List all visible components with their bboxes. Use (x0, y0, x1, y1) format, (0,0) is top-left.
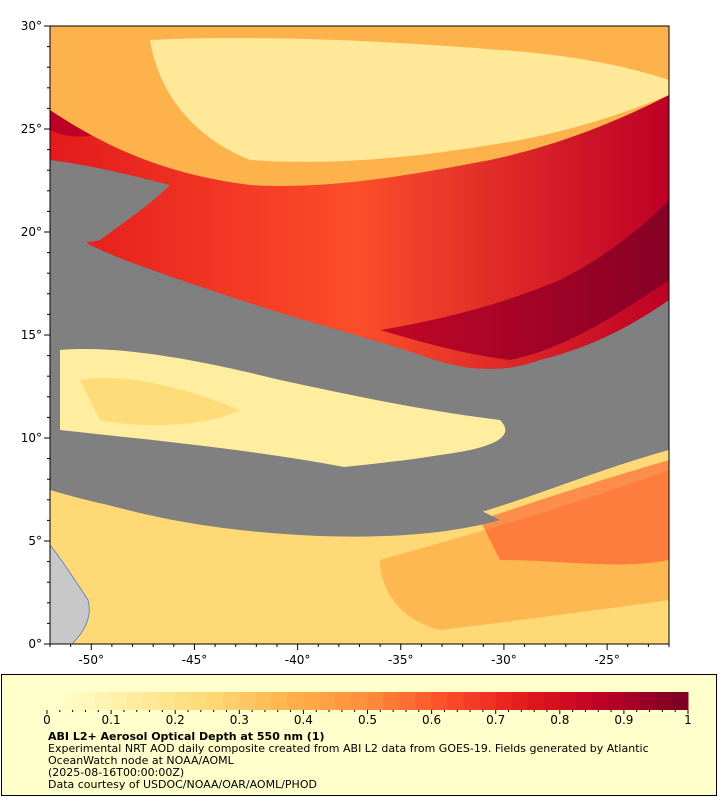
colorbar-swatch (127, 692, 144, 710)
lat-tick-label: 20° (21, 225, 42, 239)
colorbar-swatch (175, 692, 192, 710)
aod-region-dust-core (380, 200, 669, 360)
colorbar-tick-label: 0.5 (358, 713, 377, 727)
colorbar-swatch (447, 692, 465, 710)
colorbar-swatch (671, 692, 689, 710)
colorbar-swatch (207, 692, 224, 710)
colorbar-swatch (639, 692, 657, 710)
colorbar-tick-label: 0.7 (486, 713, 505, 727)
lat-tick-label: 30° (21, 19, 42, 33)
colorbar-swatch (303, 692, 320, 710)
colorbar-swatch (543, 692, 561, 710)
colorbar-tick-label: 0 (43, 713, 51, 727)
lon-tick-label: -35° (388, 653, 414, 667)
colorbar-swatch (415, 692, 433, 710)
lon-tick-label: -40° (285, 653, 311, 667)
colorbar-swatch (335, 692, 352, 710)
lat-tick-label: 0° (28, 637, 42, 651)
colorbar-swatch (479, 692, 497, 710)
aod-region-south-high (480, 460, 669, 565)
colorbar-swatch (607, 692, 625, 710)
colorbar-swatch (463, 692, 481, 710)
colorbar-swatch (319, 692, 336, 710)
colorbar-tick-label: 0.9 (614, 713, 633, 727)
lon-tick-label: -45° (182, 653, 208, 667)
lat-tick-label: 10° (21, 431, 42, 445)
no-data-gap-west (50, 160, 170, 242)
colorbar-swatch (79, 692, 96, 710)
colorbar: 0 0.1 0.2 0.3 0.4 0.5 0.6 0.7 0.8 0.9 1 (43, 692, 692, 727)
colorbar-swatch (159, 692, 176, 710)
colorbar-tick-label: 0.8 (550, 713, 569, 727)
lat-tick-label: 15° (21, 328, 42, 342)
colorbar-swatch (223, 692, 240, 710)
colorbar-swatch (495, 692, 513, 710)
no-data-gap-middle (60, 430, 500, 537)
lon-tick-label: -50° (78, 653, 104, 667)
longitude-axis: -50° -45° -40° -35° -30° -25° (49, 644, 670, 667)
colorbar-swatch (527, 692, 545, 710)
colorbar-tick-label: 0.1 (102, 713, 121, 727)
legend-text: ABI L2+ Aerosol Optical Depth at 550 nm … (48, 731, 688, 791)
colorbar-swatch (271, 692, 288, 710)
no-data-gap-west-lower (50, 280, 220, 343)
colorbar-tick-label: 0.3 (230, 713, 249, 727)
land-south-america (49, 543, 90, 645)
colorbar-swatch (95, 692, 112, 710)
colorbar-swatch (351, 692, 368, 710)
legend-credit: Data courtesy of USDOC/NOAA/OAR/AOML/PHO… (48, 778, 317, 791)
no-data-gap-east (520, 360, 669, 452)
colorbar-tick-label: 0.6 (422, 713, 441, 727)
colorbar-swatches (47, 692, 689, 710)
colorbar-swatch (367, 692, 385, 710)
legend-title: ABI L2+ Aerosol Optical Depth at 550 nm … (48, 730, 325, 743)
colorbar-swatch (655, 692, 673, 710)
colorbar-tick-label: 0.4 (294, 713, 313, 727)
colorbar-swatch (559, 692, 577, 710)
aod-map: 0° 5° 10° 15° 20° 25° 30° -50° -45° -40° -35° -30°… (21, 19, 670, 667)
lon-tick-label: -30° (491, 653, 517, 667)
colorbar-swatch (191, 692, 208, 710)
legend-date: (2025-08-16T00:00:00Z) (48, 766, 185, 779)
lat-tick-label: 25° (21, 122, 42, 136)
colorbar-swatch (239, 692, 256, 710)
colorbar-swatch (399, 692, 417, 710)
aod-region-middle-patch (80, 378, 240, 426)
lon-tick-label: -25° (594, 653, 620, 667)
map-plot-area (49, 26, 669, 645)
colorbar-ticks: 0 0.1 0.2 0.3 0.4 0.5 0.6 0.7 0.8 0.9 1 (43, 710, 692, 727)
colorbar-swatch (623, 692, 641, 710)
colorbar-swatch (511, 692, 529, 710)
colorbar-swatch (143, 692, 160, 710)
colorbar-swatch (287, 692, 304, 710)
colorbar-swatch (591, 692, 609, 710)
colorbar-swatch (111, 692, 128, 710)
latitude-axis: 0° 5° 10° 15° 20° 25° 30° (21, 19, 50, 651)
colorbar-swatch (383, 692, 401, 710)
aod-region-north-light (150, 38, 669, 162)
colorbar-swatch (47, 692, 64, 710)
colorbar-swatch (255, 692, 272, 710)
colorbar-tick-label: 1 (684, 713, 692, 727)
colorbar-swatch (63, 692, 80, 710)
colorbar-swatch (575, 692, 593, 710)
colorbar-tick-label: 0.2 (166, 713, 185, 727)
legend-description: Experimental NRT AOD daily composite cre… (48, 742, 649, 767)
colorbar-swatch (431, 692, 449, 710)
lat-tick-label: 5° (28, 534, 42, 548)
